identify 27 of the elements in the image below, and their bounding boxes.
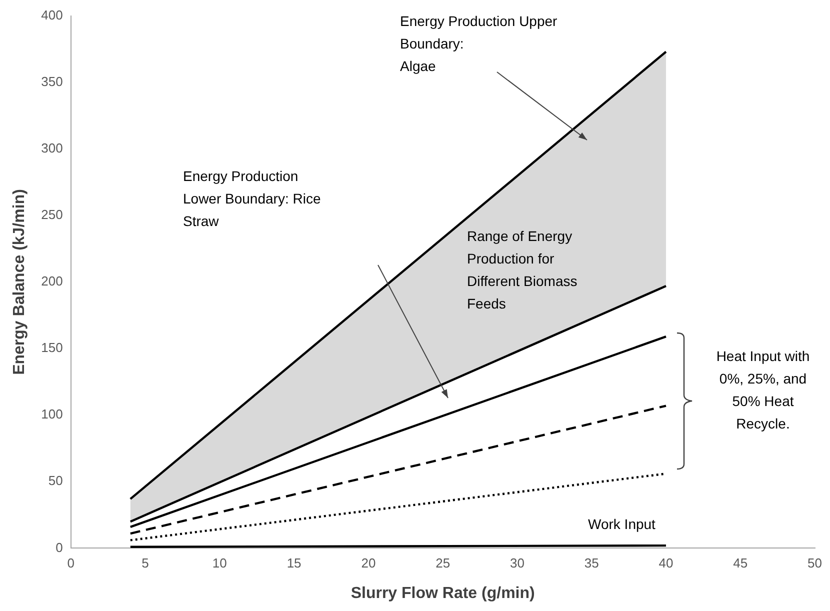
y-tick-label: 100	[41, 406, 63, 422]
annotation: Energy Production Upper Boundary: Algae	[400, 12, 558, 74]
x-tick-label: 40	[658, 556, 674, 571]
x-tick-label: 50	[808, 556, 822, 571]
y-tick-label: 300	[41, 140, 63, 156]
y-tick-label: 150	[41, 340, 63, 356]
annotation: Energy Production Lower Boundary: Rice Straw	[183, 168, 321, 229]
x-tick-label: 45	[733, 556, 748, 571]
x-axis-title: Slurry Flow Rate (g/min)	[350, 584, 535, 602]
x-tick-label: 30	[510, 556, 524, 571]
x-tick-label: 20	[361, 556, 376, 571]
x-tick-label: 10	[212, 556, 227, 571]
x-tick-label: 0	[67, 556, 75, 571]
x-tick-label: 5	[142, 556, 149, 571]
y-tick-label: 200	[41, 274, 63, 289]
x-tick-label: 25	[436, 556, 450, 571]
x-tick-label: 15	[286, 556, 302, 571]
y-axis-title: Energy Balance (kJ/min)	[11, 189, 28, 375]
y-tick-label: 400	[41, 7, 63, 22]
y-tick-label: 350	[41, 74, 63, 89]
annotation: Work Input	[588, 516, 656, 532]
annotation: Heat Input with 0%, 25%, and 50% Heat Recycle.	[716, 348, 810, 432]
annotation: Range of Energy Production for Different Biomass Feeds	[467, 228, 578, 312]
y-tick-label: 250	[41, 207, 63, 222]
x-tick-label: 35	[584, 556, 599, 571]
y-tick-label: 50	[48, 473, 63, 488]
y-tick-label: 0	[56, 540, 63, 555]
